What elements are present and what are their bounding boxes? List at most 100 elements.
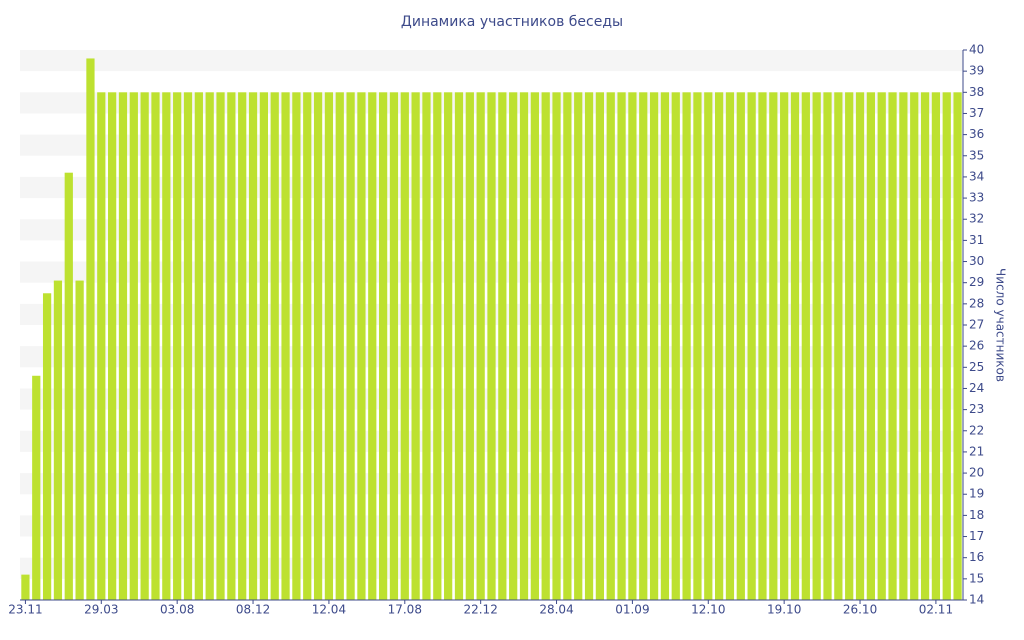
y-tick-label: 19 <box>969 487 984 501</box>
bar <box>628 92 637 601</box>
x-tick-label: 22.12 <box>463 603 497 617</box>
bar <box>162 92 171 601</box>
bar <box>433 92 442 601</box>
bar <box>866 92 875 601</box>
bar <box>97 92 106 601</box>
bar <box>953 92 962 601</box>
y-tick-label: 20 <box>969 466 984 480</box>
bar <box>498 92 507 601</box>
y-tick-label: 38 <box>969 85 984 99</box>
x-tick-label: 17.08 <box>388 603 422 617</box>
bar <box>32 375 41 600</box>
bar <box>812 92 821 601</box>
bar <box>834 92 843 601</box>
bar <box>920 92 930 601</box>
bar <box>324 92 334 601</box>
bar <box>747 92 756 601</box>
bar <box>411 92 420 601</box>
y-tick-label: 26 <box>969 339 984 353</box>
x-tick-label: 12.04 <box>312 603 346 617</box>
bar <box>704 92 713 601</box>
bar <box>346 92 355 601</box>
bar <box>910 92 919 601</box>
bar <box>541 92 550 601</box>
y-tick-label: 35 <box>969 148 984 162</box>
bar <box>357 92 366 601</box>
y-tick-label: 16 <box>969 550 984 564</box>
y-tick-label: 18 <box>969 508 984 522</box>
grid-band <box>20 50 963 72</box>
bar <box>574 92 583 601</box>
bar <box>313 92 323 601</box>
bar <box>693 92 702 601</box>
bar <box>140 92 149 601</box>
bar <box>823 92 832 601</box>
bar <box>758 92 767 601</box>
bar <box>292 92 301 601</box>
bar <box>552 92 561 601</box>
bar <box>595 92 605 601</box>
bar <box>736 92 745 601</box>
bar <box>682 92 691 601</box>
bar <box>519 92 529 601</box>
bar <box>530 92 539 601</box>
bar <box>801 92 810 601</box>
bar <box>238 92 247 601</box>
bar <box>509 92 518 601</box>
x-tick-label: 23.11 <box>8 603 42 617</box>
y-tick-label: 23 <box>969 402 984 416</box>
bar <box>855 92 865 601</box>
y-tick-label: 33 <box>969 191 984 205</box>
x-tick-label: 03.08 <box>160 603 194 617</box>
y-tick-label: 39 <box>969 64 984 78</box>
bar <box>86 58 95 600</box>
y-tick-label: 25 <box>969 360 984 374</box>
bar <box>183 92 193 601</box>
bar <box>21 574 30 600</box>
bar <box>563 92 572 601</box>
bar <box>790 92 800 601</box>
bar <box>931 92 941 601</box>
y-tick-label: 21 <box>969 444 984 458</box>
bar <box>129 92 138 601</box>
bar <box>942 92 951 601</box>
x-tick-label: 12.10 <box>691 603 725 617</box>
bar <box>888 92 897 601</box>
bar <box>194 92 203 601</box>
chart-title: Динамика участников беседы <box>401 14 623 30</box>
x-tick-label: 29.03 <box>84 603 118 617</box>
bar <box>422 92 431 601</box>
bar <box>303 92 312 601</box>
x-tick-label: 08.12 <box>236 603 270 617</box>
bar <box>454 92 464 601</box>
bar <box>671 92 680 601</box>
bar <box>389 92 399 601</box>
y-tick-label: 17 <box>969 529 984 543</box>
bar <box>639 92 648 601</box>
bar <box>259 92 268 601</box>
bar <box>660 92 670 601</box>
bar <box>899 92 908 601</box>
bar <box>118 92 128 601</box>
bar <box>53 280 63 600</box>
bar <box>584 92 594 601</box>
y-tick-label: 24 <box>969 381 984 395</box>
bar <box>173 92 182 601</box>
y-tick-label: 14 <box>969 593 984 607</box>
x-tick-label: 19.10 <box>767 603 801 617</box>
bar <box>64 172 73 600</box>
bar <box>248 92 258 601</box>
bar <box>476 92 485 601</box>
bar <box>877 92 886 601</box>
bar <box>151 92 160 601</box>
bar <box>606 92 615 601</box>
bar <box>227 92 236 601</box>
y-tick-label: 30 <box>969 254 984 268</box>
bar <box>617 92 626 601</box>
y-tick-label: 37 <box>969 106 984 120</box>
bar <box>649 92 659 601</box>
bar <box>769 92 778 601</box>
bar <box>205 92 214 601</box>
y-axis-title: Число участников <box>994 268 1008 382</box>
y-tick-label: 40 <box>969 43 984 57</box>
